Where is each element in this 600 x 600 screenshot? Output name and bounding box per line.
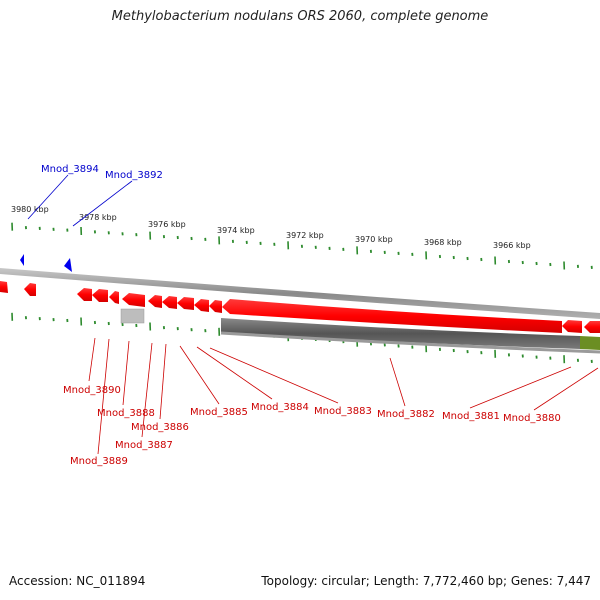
leader-line <box>27 174 69 220</box>
gene-arrow[interactable] <box>177 297 194 310</box>
gene-label-mnod-3880[interactable]: Mnod_3880 <box>503 413 561 424</box>
leader-line <box>141 342 153 438</box>
leader-line <box>159 343 167 420</box>
gene-arrow[interactable] <box>148 295 162 308</box>
gene-arrow[interactable] <box>122 293 145 307</box>
kbp-label: 3968 kbp <box>424 238 462 247</box>
kbp-label: 3980 kbp <box>11 205 49 214</box>
gene-label-mnod-3890[interactable]: Mnod_3890 <box>63 385 121 396</box>
reverse-gene-marker[interactable] <box>64 258 72 272</box>
gene-arrow-long[interactable] <box>222 299 562 333</box>
leader-line <box>196 346 273 400</box>
gene-arrow[interactable] <box>92 289 108 302</box>
kbp-label: 3976 kbp <box>148 220 186 229</box>
gene-label-mnod-3888[interactable]: Mnod_3888 <box>97 408 155 419</box>
accession-text: Accession: NC_011894 <box>9 574 146 588</box>
kbp-label: 3972 kbp <box>286 231 324 240</box>
outer-tick-ring <box>11 222 593 270</box>
genome-backbone-track <box>0 268 600 319</box>
gene-label-mnod-3883[interactable]: Mnod_3883 <box>314 406 372 417</box>
pseudo-gene-band[interactable] <box>221 318 580 349</box>
other-feature-block[interactable] <box>580 336 600 350</box>
gene-arrow[interactable] <box>194 299 209 312</box>
leader-line <box>72 180 133 227</box>
leader-line <box>469 366 572 409</box>
kbp-label: 3974 kbp <box>217 226 255 235</box>
gene-label-mnod-3882[interactable]: Mnod_3882 <box>377 409 435 420</box>
kbp-label: 3966 kbp <box>493 241 531 250</box>
leader-line <box>179 345 220 405</box>
map-title: Methylobacterium nodulans ORS 2060, comp… <box>111 9 489 24</box>
gene-arrow[interactable] <box>162 296 177 309</box>
inner-tick-ring <box>11 312 593 364</box>
kbp-scale-labels: 3980 kbp 3978 kbp 3976 kbp 3974 kbp 3972… <box>11 205 531 250</box>
gene-label-mnod-3881[interactable]: Mnod_3881 <box>442 411 500 422</box>
gene-arrow[interactable] <box>109 291 119 304</box>
gene-label-mnod-3887[interactable]: Mnod_3887 <box>115 440 173 451</box>
gene-label-mnod-3885[interactable]: Mnod_3885 <box>190 407 248 418</box>
gene-label-mnod-3892[interactable]: Mnod_3892 <box>105 170 163 181</box>
leader-line <box>209 347 339 404</box>
leader-line <box>533 367 599 411</box>
forward-gene-row <box>0 281 600 333</box>
gene-label-mnod-3889[interactable]: Mnod_3889 <box>70 456 128 467</box>
rna-feature[interactable] <box>120 308 145 324</box>
gene-label-mnod-3886[interactable]: Mnod_3886 <box>131 422 189 433</box>
top-gene-labels: Mnod_3894 Mnod_3892 <box>27 164 163 227</box>
kbp-label: 3970 kbp <box>355 235 393 244</box>
leader-line <box>122 340 130 406</box>
bottom-gene-labels: Mnod_3890 Mnod_3889 Mnod_3888 Mnod_3887 … <box>63 337 599 467</box>
gene-arrow[interactable] <box>0 281 8 293</box>
gene-arrow[interactable] <box>562 320 582 333</box>
gene-arrow[interactable] <box>24 283 36 296</box>
leader-line <box>389 357 406 407</box>
lower-track-line <box>220 331 600 354</box>
gene-label-mnod-3894[interactable]: Mnod_3894 <box>41 164 99 175</box>
leader-line <box>88 337 96 382</box>
gene-label-mnod-3884[interactable]: Mnod_3884 <box>251 402 309 413</box>
gene-arrow[interactable] <box>77 288 92 301</box>
reverse-gene-marker[interactable] <box>20 254 24 266</box>
gene-arrow[interactable] <box>584 321 600 333</box>
leader-line <box>97 338 110 455</box>
gene-arrow[interactable] <box>209 300 222 313</box>
genome-stats-text: Topology: circular; Length: 7,772,460 bp… <box>261 574 591 588</box>
kbp-label: 3978 kbp <box>79 213 117 222</box>
